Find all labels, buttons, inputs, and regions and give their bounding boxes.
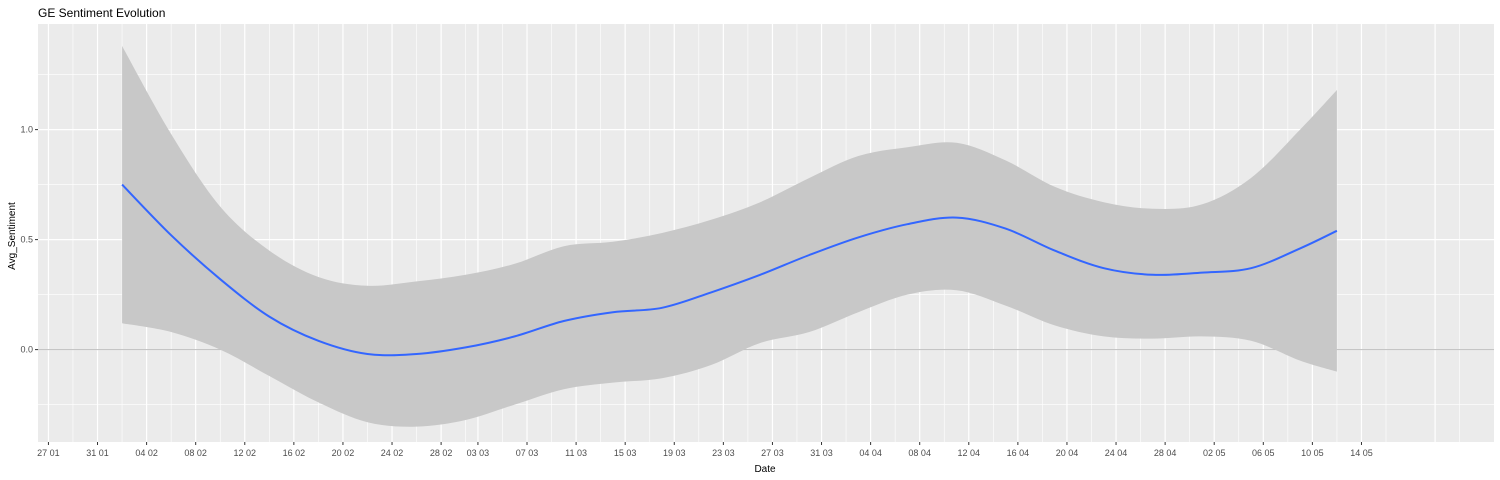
x-tick-label: 11 03 [565, 448, 587, 458]
x-tick-label: 23 03 [712, 448, 735, 458]
plot-layer [38, 24, 1494, 442]
chart-title: GE Sentiment Evolution [38, 6, 165, 20]
x-tick-label: 07 03 [516, 448, 539, 458]
confidence-band [122, 46, 1337, 427]
sentiment-trend-line [121, 183, 1338, 357]
x-tick-label: 27 03 [761, 448, 784, 458]
y-tick-label: 0.5 [20, 235, 33, 245]
x-tick-label: 04 02 [135, 448, 158, 458]
y-axis-title: Avg_Sentiment [7, 202, 18, 270]
x-tick-label: 02 05 [1203, 448, 1226, 458]
x-tick-label: 28 04 [1154, 448, 1177, 458]
x-tick-label: 15 03 [614, 448, 637, 458]
x-tick-label: 24 02 [381, 448, 404, 458]
x-tick-label: 12 04 [958, 448, 981, 458]
y-tick-label: 1.0 [20, 125, 33, 135]
x-tick-label: 06 05 [1252, 448, 1275, 458]
x-tick-label: 20 04 [1056, 448, 1079, 458]
x-tick-label: 12 02 [234, 448, 257, 458]
x-tick-label: 31 03 [810, 448, 833, 458]
x-tick-label: 08 04 [908, 448, 931, 458]
x-tick-label: 31 01 [86, 448, 109, 458]
y-tick-label: 0.0 [20, 345, 33, 355]
x-tick-label: 27 01 [37, 448, 60, 458]
x-tick-label: 16 04 [1007, 448, 1030, 458]
x-tick-label: 28 02 [430, 448, 453, 458]
x-tick-label: 14 05 [1350, 448, 1373, 458]
x-tick-label: 03 03 [467, 448, 490, 458]
x-tick-label: 20 02 [332, 448, 355, 458]
x-tick-label: 19 03 [663, 448, 686, 458]
x-tick-label: 08 02 [184, 448, 207, 458]
x-tick-label: 10 05 [1301, 448, 1324, 458]
x-tick-label: 04 04 [859, 448, 882, 458]
x-tick-label: 16 02 [283, 448, 306, 458]
x-tick-label: 24 04 [1105, 448, 1128, 458]
x-axis-title: Date [754, 464, 776, 475]
